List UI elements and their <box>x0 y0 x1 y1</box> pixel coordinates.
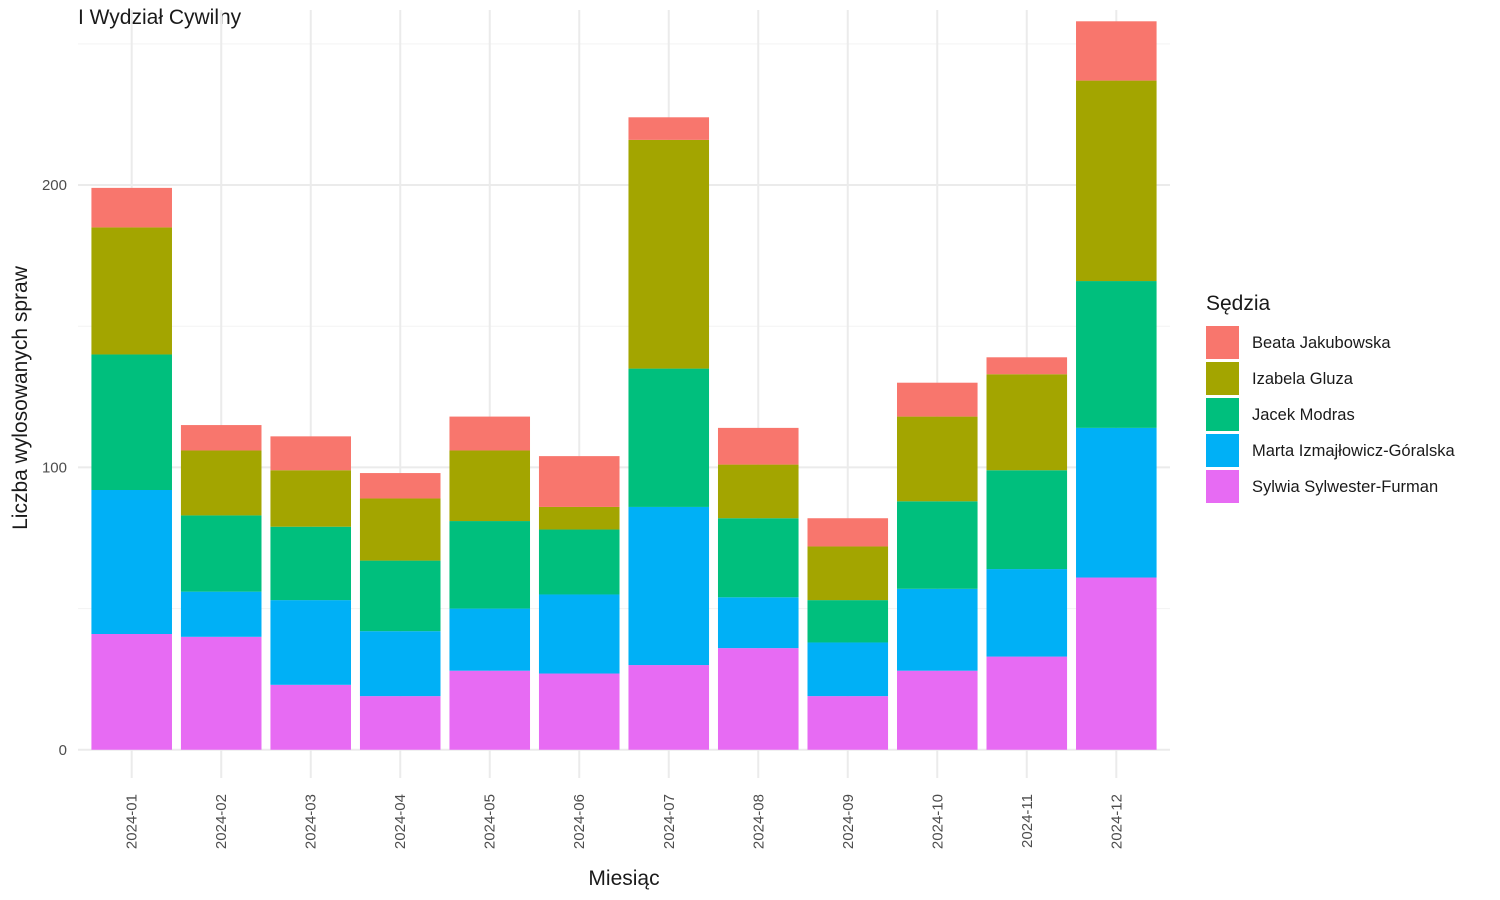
bar-segment <box>180 515 262 592</box>
bar-segment <box>449 670 531 750</box>
bar-segment <box>270 600 351 685</box>
legend-swatch <box>1206 398 1239 431</box>
bar-segment <box>1076 281 1157 428</box>
y-tick-label: 200 <box>42 177 67 194</box>
chart-title: I Wydział Cywilny <box>78 6 242 29</box>
x-tick-label: 2024-08 <box>750 794 767 849</box>
y-tick-label: 100 <box>42 459 67 476</box>
x-tick-label: 2024-04 <box>392 794 409 849</box>
bar-segment <box>986 470 1068 570</box>
legend: Sędzia Beata Jakubowska Izabela Gluza Jace… <box>1206 292 1455 503</box>
bar-segment <box>717 648 799 750</box>
x-tick-label: 2024-06 <box>571 794 588 849</box>
bar-segment <box>359 498 441 561</box>
bar-segment <box>270 684 351 750</box>
x-tick-label: 2024-02 <box>213 794 230 849</box>
bar-segment <box>897 501 978 589</box>
bar-segment <box>897 416 978 502</box>
x-tick-label: 2024-12 <box>1108 794 1125 849</box>
bar-segment <box>180 450 262 516</box>
bar-segment <box>270 436 351 471</box>
bar-segment <box>1076 577 1157 750</box>
bar-segment <box>807 696 889 750</box>
x-tick-label: 2024-03 <box>303 794 320 849</box>
bar-segment <box>717 427 799 465</box>
bar-segment <box>538 506 620 530</box>
legend-title: Sędzia <box>1206 292 1271 315</box>
legend-label: Marta Izmajłowicz-Góralska <box>1252 442 1455 460</box>
bar-segment <box>359 473 441 499</box>
legend-swatch <box>1206 362 1239 395</box>
bar-segment <box>538 673 620 750</box>
bar-segment <box>180 591 262 637</box>
legend-swatch <box>1206 470 1239 503</box>
bar-segment <box>1076 21 1157 81</box>
legend-label: Izabela Gluza <box>1252 370 1354 388</box>
y-axis-ticks: 0 100 200 <box>42 177 67 759</box>
bar-segment <box>91 490 172 634</box>
bar-segment <box>897 382 978 417</box>
bar-segment <box>270 526 351 601</box>
bar-segment <box>628 368 710 507</box>
bar-segment <box>1076 80 1157 282</box>
bar-segment <box>91 187 172 228</box>
y-tick-label: 0 <box>59 742 67 759</box>
bar-segment <box>359 631 441 697</box>
bar-segment <box>717 597 799 649</box>
bar-segment <box>449 608 531 671</box>
bar-segment <box>897 670 978 750</box>
bar-segment <box>538 456 620 507</box>
bar-segment <box>538 594 620 674</box>
legend-label: Beata Jakubowska <box>1252 334 1391 352</box>
bar-segment <box>628 117 710 140</box>
legend-swatch <box>1206 326 1239 359</box>
bar-segment <box>359 696 441 750</box>
bar-segment <box>986 374 1068 471</box>
x-tick-label: 2024-01 <box>124 794 141 849</box>
bar-segment <box>986 569 1068 657</box>
x-axis-ticks: 2024-01 2024-02 2024-03 2024-04 2024-05 2024-… <box>124 794 1126 849</box>
bar-segment <box>91 354 172 490</box>
x-tick-label: 2024-11 <box>1019 794 1036 848</box>
bar-segment <box>807 518 889 547</box>
bar-segment <box>628 665 710 750</box>
bar-segment <box>180 425 262 451</box>
x-tick-label: 2024-07 <box>661 794 678 849</box>
bar-segment <box>807 546 889 601</box>
legend-swatch <box>1206 434 1239 467</box>
bars <box>91 21 1157 750</box>
x-tick-label: 2024-05 <box>482 794 499 849</box>
bar-segment <box>897 588 978 671</box>
x-axis-title: Miesiąc <box>588 867 659 890</box>
bar-segment <box>986 357 1068 375</box>
bar-segment <box>270 470 351 527</box>
x-tick-label: 2024-10 <box>929 794 946 849</box>
bar-segment <box>91 634 172 750</box>
bar-segment <box>717 464 799 519</box>
bar-segment <box>180 636 262 750</box>
legend-label: Sylwia Sylwester-Furman <box>1252 478 1438 496</box>
bar-segment <box>449 450 531 522</box>
bar-segment <box>91 227 172 355</box>
bar-segment <box>538 529 620 595</box>
legend-label: Jacek Modras <box>1252 406 1355 424</box>
bar-segment <box>628 506 710 666</box>
bar-segment <box>359 560 441 632</box>
y-axis-title: Liczba wylosowanych spraw <box>9 265 32 530</box>
bar-segment <box>628 139 710 369</box>
bar-segment <box>1076 427 1157 578</box>
bar-segment <box>986 656 1068 750</box>
bar-segment <box>449 416 531 451</box>
x-tick-label: 2024-09 <box>840 794 857 849</box>
bar-segment <box>449 521 531 609</box>
bar-segment <box>807 600 889 643</box>
bar-segment <box>717 518 799 598</box>
bar-segment <box>807 642 889 697</box>
